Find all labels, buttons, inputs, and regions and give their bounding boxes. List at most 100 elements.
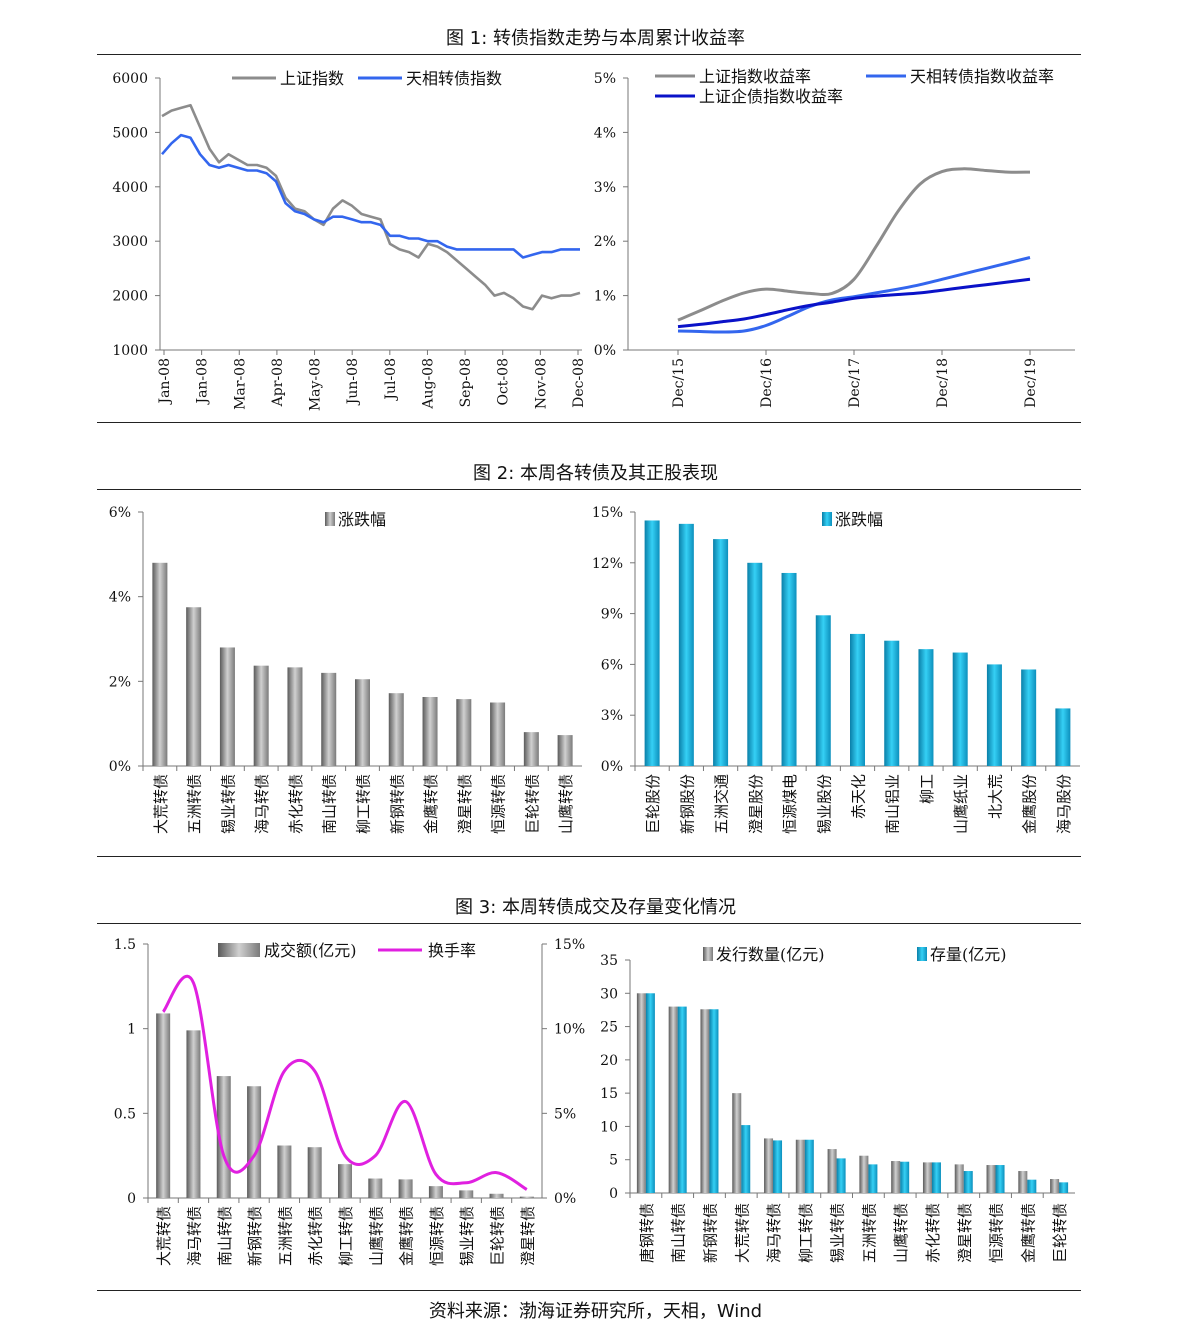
c3b-bar-s1-8: [900, 1161, 910, 1193]
c3a-category-label-1: 海马转债: [185, 1206, 203, 1266]
c3a-tick-label-left-0: 0: [127, 1191, 136, 1207]
c3a-bar-12: [519, 1196, 534, 1198]
figure2-title: 图 2: 本周各转债及其正股表现: [473, 463, 718, 484]
c1b-x-tick-label-4: Dec/19: [1023, 358, 1039, 408]
c3b-bar-s1-6: [836, 1158, 846, 1193]
c2a-tick-label-left-2: 4%: [109, 590, 131, 606]
c3a-category-label-10: 锡业转债: [458, 1206, 476, 1266]
figure3-top-rule: [97, 923, 1081, 924]
c3b-bar-s1-0: [645, 993, 655, 1193]
c2b-bar-8: [918, 649, 934, 766]
c3a-bar-6: [338, 1164, 352, 1198]
c3a-category-label-2: 南山转债: [216, 1206, 234, 1266]
c1b-tick-label-left-5: 5%: [594, 71, 616, 87]
c3a-series-line-turnover: [161, 974, 528, 1191]
c3b-bar-s0-5: [795, 1139, 805, 1193]
c3a-bar-1: [186, 1030, 201, 1198]
c3b-category-label-11: 恒源转债: [988, 1203, 1006, 1263]
c3b-bar-s1-12: [1027, 1179, 1037, 1193]
c1a-x-tick-label-10: Nov-08: [533, 358, 549, 409]
c3b-bar-s0-0: [636, 993, 646, 1193]
c1b-legend-0-label: 上证指数收益率: [699, 67, 811, 86]
c3b-bar-s0-10: [954, 1164, 964, 1193]
c3b-category-label-2: 新钢转债: [701, 1203, 719, 1263]
c1b-tick-label-left-2: 2%: [594, 234, 616, 250]
source-note: 资料来源：渤海证券研究所，天相，Wind: [428, 1301, 763, 1322]
c2a-bar-7: [388, 693, 404, 766]
c1a-tick-label-left-1: 2000: [112, 289, 148, 305]
c1a-legend-1-label: 天相转债指数: [406, 69, 502, 88]
c2a-bar-10: [490, 702, 506, 766]
c3b-category-label-5: 柳工转债: [797, 1203, 815, 1263]
c2b-category-label-1: 新钢股份: [678, 774, 696, 834]
c3b-bar-s1-1: [677, 1006, 687, 1193]
c3b-legend-0-label: 发行数量(亿元): [716, 945, 825, 964]
c1a-tick-label-left-5: 6000: [112, 71, 148, 87]
c3b-tick-label-left-2: 10: [600, 1119, 618, 1135]
c3b-bar-s0-12: [1018, 1171, 1028, 1193]
c3a-category-label-11: 巨轮转债: [489, 1206, 507, 1266]
c1a-x-tick-label-5: Jun-08: [345, 358, 361, 406]
c2a-bar-5: [321, 672, 337, 766]
figure1-top-rule: [97, 54, 1081, 55]
c3a-legend-0-label: 成交额(亿元): [264, 941, 357, 960]
c2a-bar-4: [287, 667, 303, 766]
c3b-category-label-10: 澄星转债: [956, 1203, 974, 1263]
c2a-legend-0-swatch: [325, 512, 335, 526]
figure2-top-rule: [97, 489, 1081, 490]
c3b-legend-1-label: 存量(亿元): [930, 945, 1007, 964]
c3b-bar-s0-2: [700, 1009, 710, 1193]
c3a-tick-label-left-3: 1.5: [114, 937, 136, 953]
c2b-category-label-8: 柳工: [918, 774, 936, 804]
c2b-category-label-2: 五洲交通: [713, 774, 731, 834]
c2a-category-label-9: 澄星转债: [456, 774, 474, 834]
c3a-tick-label-right-0: 0%: [554, 1191, 576, 1207]
c2b-bar-1: [678, 523, 694, 766]
c2a-category-label-3: 海马转债: [253, 774, 271, 834]
c3b-bar-s1-5: [804, 1139, 814, 1193]
c2b-bar-2: [713, 539, 729, 766]
c2b-category-label-4: 恒源煤电: [781, 774, 799, 834]
c3b-bar-s0-1: [668, 1006, 678, 1193]
figure3-title: 图 3: 本周转债成交及存量变化情况: [455, 897, 736, 918]
c2a-bar-1: [186, 607, 202, 766]
c1a-tick-label-left-3: 4000: [112, 180, 148, 196]
c1b-series-line-2: [677, 277, 1031, 329]
c2b-category-label-0: 巨轮股份: [644, 774, 662, 834]
c2a-category-label-7: 新钢转债: [388, 774, 406, 834]
c2b-bar-0: [644, 520, 660, 766]
c3b-bar-s1-11: [995, 1165, 1005, 1193]
c3a-tick-label-left-1: 0.5: [114, 1106, 136, 1122]
c3a-category-label-9: 恒源转债: [428, 1206, 446, 1266]
c2b-tick-label-left-5: 15%: [592, 505, 623, 521]
c1a-x-tick-label-1: Jan-08: [195, 358, 211, 406]
c2b-tick-label-left-2: 6%: [601, 657, 623, 673]
c2b-category-label-5: 锡业股份: [815, 774, 833, 834]
c2a-tick-label-left-1: 2%: [109, 674, 131, 690]
c3b-category-label-1: 南山转债: [670, 1203, 688, 1263]
c3a-bar-11: [489, 1193, 504, 1198]
c3a-category-label-12: 澄星转债: [519, 1206, 537, 1266]
c1a-x-tick-label-7: Aug-08: [420, 358, 436, 410]
c2a-category-label-5: 南山转债: [321, 774, 339, 834]
c1a-x-tick-label-6: Jul-08: [383, 358, 399, 402]
c2a-bar-11: [523, 732, 539, 766]
c3b-bar-s1-9: [931, 1162, 941, 1193]
c3a-category-label-6: 柳工转债: [337, 1206, 355, 1266]
c2b-category-label-11: 金鹰股份: [1021, 774, 1039, 834]
c3b-tick-label-left-5: 25: [600, 1020, 618, 1036]
c1a-x-tick-label-11: Dec-08: [571, 358, 587, 408]
c2b-category-label-10: 北大荒: [986, 774, 1004, 819]
c1a-tick-label-left-4: 5000: [112, 125, 148, 141]
c2a-category-label-6: 柳工转债: [355, 774, 373, 834]
c1b-legend-1-label: 天相转债指数收益率: [910, 67, 1054, 86]
c1a-x-tick-label-0: Jan-08: [157, 358, 173, 406]
c2b-legend-0-swatch: [822, 512, 832, 526]
c1a-series-line-0: [161, 103, 581, 311]
c3a-bar-5: [307, 1147, 322, 1198]
c2b-bar-10: [986, 664, 1002, 766]
c2a-tick-label-left-3: 6%: [109, 505, 131, 521]
c1b-x-tick-label-0: Dec/15: [671, 358, 687, 408]
c1b-tick-label-left-4: 4%: [594, 125, 616, 141]
c2a-legend-0-label: 涨跌幅: [338, 510, 386, 529]
